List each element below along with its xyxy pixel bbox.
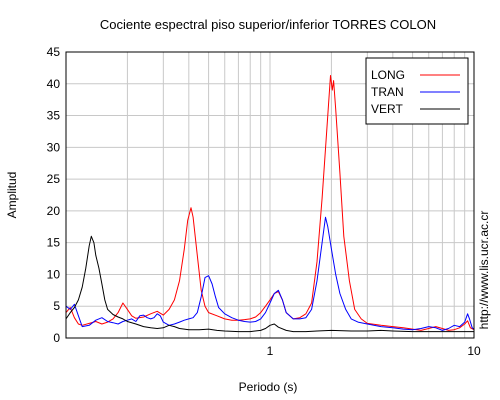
y-tick-label: 5 bbox=[53, 299, 60, 313]
y-tick-label: 25 bbox=[47, 172, 61, 186]
y-tick-label: 15 bbox=[47, 236, 61, 250]
x-axis-label: Periodo (s) bbox=[239, 380, 298, 394]
legend-label-vert: VERT bbox=[371, 102, 403, 116]
side-url-note: http://www.lis.ucr.ac.cr bbox=[477, 211, 491, 330]
y-axis-label: Amplitud bbox=[5, 172, 19, 219]
y-tick-label: 10 bbox=[47, 267, 61, 281]
y-tick-label: 45 bbox=[47, 45, 61, 59]
legend-box bbox=[365, 57, 469, 125]
grid-lines bbox=[66, 51, 474, 339]
series-line-tran bbox=[65, 216, 475, 331]
y-tick-label: 20 bbox=[47, 204, 61, 218]
legend: LONG TRAN VERT bbox=[365, 57, 469, 125]
series-lines bbox=[65, 75, 475, 333]
y-tick-label: 40 bbox=[47, 77, 61, 91]
y-tick-label: 30 bbox=[47, 140, 61, 154]
y-tick-label: 35 bbox=[47, 109, 61, 123]
x-tick-label: 1 bbox=[267, 344, 274, 358]
legend-label-long: LONG bbox=[371, 68, 405, 82]
plot-frame bbox=[65, 51, 475, 339]
series-line-long bbox=[65, 75, 475, 331]
y-tick-label: 0 bbox=[53, 331, 60, 345]
x-tick-label: 10 bbox=[467, 344, 481, 358]
chart-title: Cociente espectral piso superior/inferio… bbox=[100, 17, 436, 32]
series-line-vert bbox=[65, 235, 474, 333]
y-axis-ticks: 0 5 10 15 20 25 30 35 40 45 bbox=[47, 45, 61, 345]
legend-label-tran: TRAN bbox=[371, 85, 404, 99]
x-axis-ticks: 1 10 bbox=[267, 344, 481, 358]
